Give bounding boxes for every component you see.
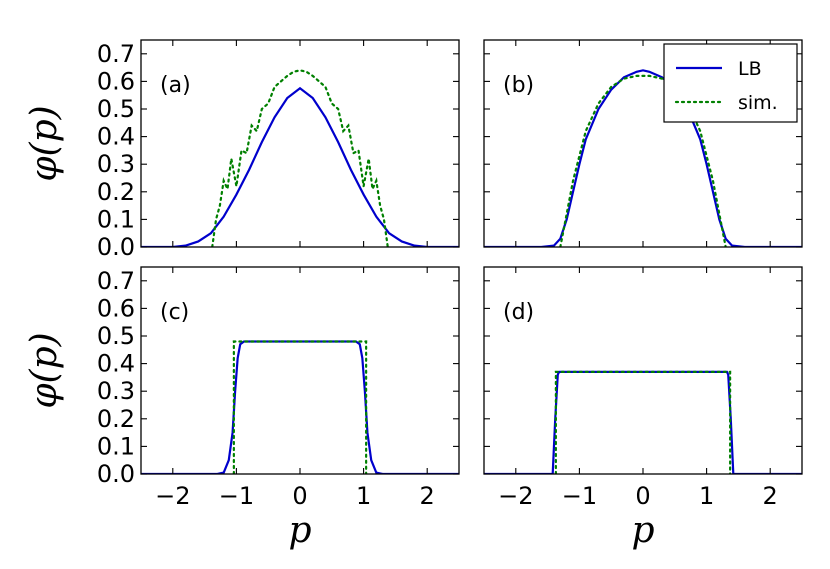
y-tick-label: 0.1 <box>97 205 135 233</box>
x-tick-label: 2 <box>763 482 778 510</box>
y-tick-label: 0.2 <box>97 405 135 433</box>
series-lb-line <box>484 370 802 474</box>
x-tick-label: 0 <box>635 482 650 510</box>
axes-frame <box>140 266 460 475</box>
y-tick-label: 0.4 <box>97 350 135 378</box>
panel-c: −2 −1 0 1 2 0.00.10.20.30.40.50.60.7 (c) φ(p) p <box>24 266 460 551</box>
y-tick-label: 0.6 <box>97 67 135 95</box>
y-tick-label: 0.4 <box>97 123 135 151</box>
series-sim-line <box>232 340 368 474</box>
y-tick-label: 0.0 <box>97 460 135 488</box>
y-tick-label: 0.3 <box>97 150 135 178</box>
x-tick-label: 1 <box>356 482 371 510</box>
x-tick-label: 1 <box>699 482 714 510</box>
panel-label: (b) <box>503 73 534 98</box>
y-tick-label: 0.7 <box>97 40 135 68</box>
y-axis-label: φ(p) <box>24 332 65 408</box>
y-axis-label: φ(p) <box>24 105 65 181</box>
series-sim-line <box>211 69 389 247</box>
x-axis-label: p <box>631 510 654 551</box>
legend: LB sim. <box>663 43 798 123</box>
legend-label: sim. <box>738 92 778 114</box>
legend-box <box>663 43 798 123</box>
y-tick-label: 0.7 <box>97 267 135 295</box>
x-tick-label: −2 <box>498 482 533 510</box>
legend-label: LB <box>738 58 762 80</box>
x-tick-label: −1 <box>562 482 597 510</box>
y-tick-label: 0.5 <box>97 95 135 123</box>
x-tick-label: −1 <box>219 482 254 510</box>
panel-b: (b) <box>483 39 803 248</box>
panel-d: −2 −1 0 1 2 (d) p <box>483 266 803 551</box>
x-tick-label: 2 <box>420 482 435 510</box>
x-axis-label: p <box>288 510 311 551</box>
series-lb-line <box>484 69 802 247</box>
y-tick-label: 0.3 <box>97 377 135 405</box>
series-lb-line <box>141 86 459 247</box>
y-tick-label: 0.2 <box>97 178 135 206</box>
axes-frame <box>140 39 460 248</box>
axes-frame <box>483 266 803 475</box>
x-tick-label: −2 <box>155 482 190 510</box>
panel-label: (d) <box>503 300 534 325</box>
panel-label: (c) <box>160 300 189 325</box>
y-tick-label: 0.5 <box>97 322 135 350</box>
panel-a: 0.00.10.20.30.40.50.60.7 (a) φ(p) <box>24 39 460 261</box>
x-tick-label: 0 <box>292 482 307 510</box>
series-sim-line <box>559 74 727 247</box>
y-tick-label: 0.0 <box>97 233 135 261</box>
series-lb-line <box>141 340 459 474</box>
y-tick-label: 0.1 <box>97 432 135 460</box>
panel-label: (a) <box>160 73 191 98</box>
series-sim-line <box>554 370 732 474</box>
y-tick-label: 0.6 <box>97 294 135 322</box>
